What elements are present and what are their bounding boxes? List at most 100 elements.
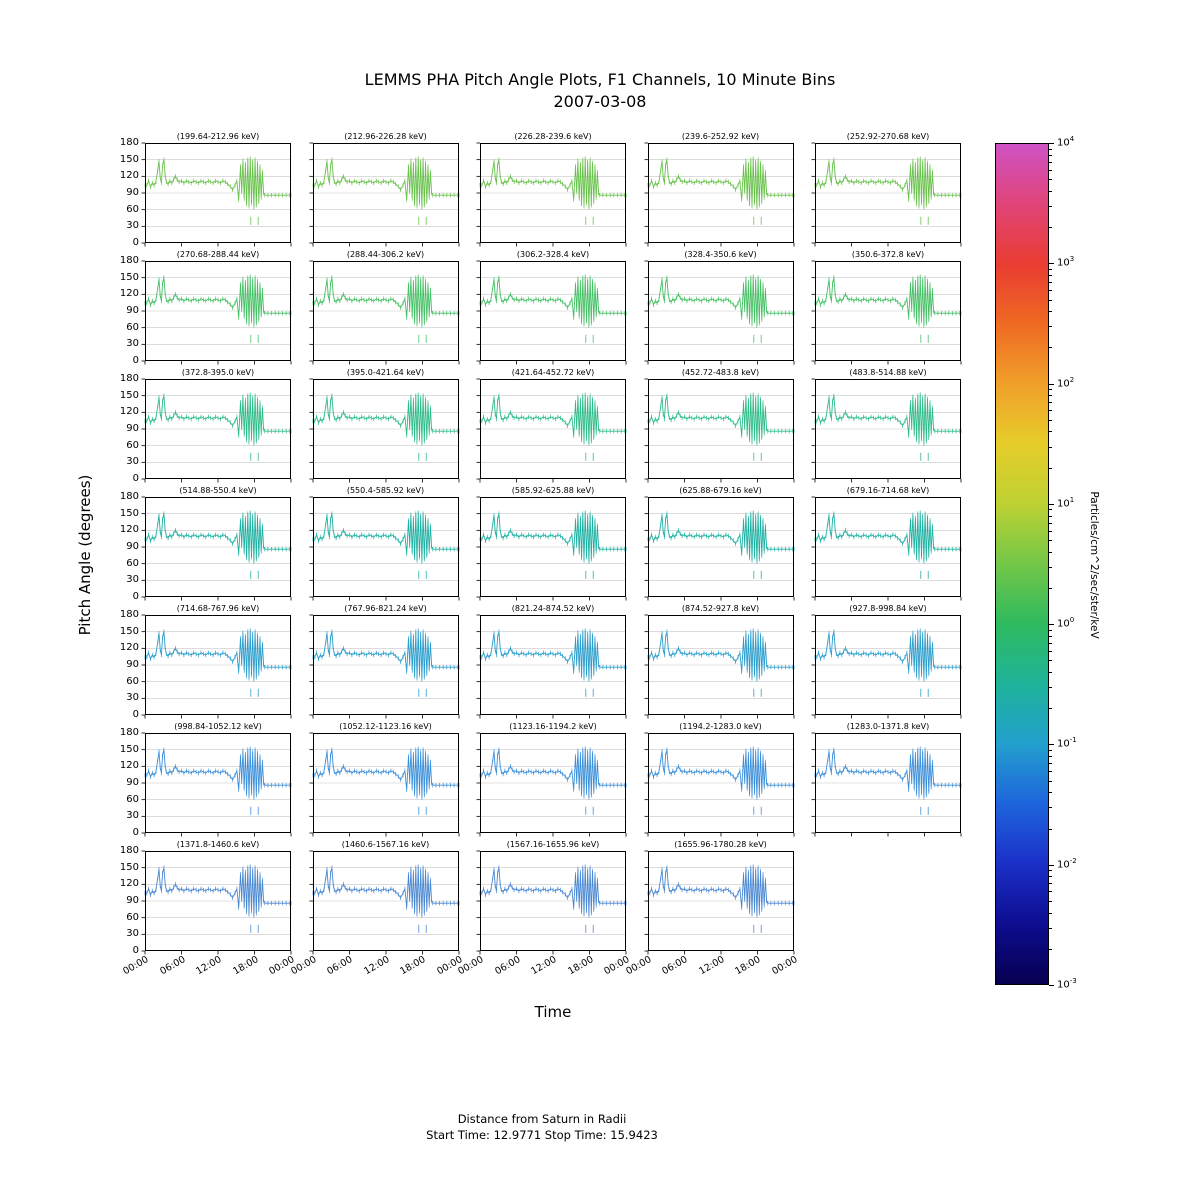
subplot-canvas (476, 850, 627, 955)
subplot-title: (998.84-1052.12 keV) (174, 722, 262, 731)
colorbar-tick (1049, 624, 1054, 626)
subplot-canvas (309, 496, 459, 601)
colorbar-minor-tick (1049, 780, 1052, 782)
colorbar-minor-tick (1049, 635, 1052, 637)
subplot-canvas (309, 614, 459, 719)
subplot: (452.72-483.8 keV) (644, 368, 794, 483)
colorbar-tick (1049, 383, 1054, 385)
subplot-title: (1460.6-1567.16 keV) (341, 840, 430, 849)
colorbar-minor-tick (1049, 515, 1052, 517)
colorbar-minor-tick (1049, 402, 1052, 404)
colorbar-minor-tick (1049, 509, 1052, 511)
colorbar-minor-tick (1049, 179, 1052, 181)
subplot-title: (306.2-328.4 keV) (516, 250, 590, 259)
subplot-title: (270.68-288.44 keV) (176, 250, 260, 259)
subplot: (927.8-998.84 keV) (811, 604, 962, 719)
subplot-canvas (309, 732, 459, 837)
y-tick-label: 150 (119, 861, 139, 873)
subplot: (1123.16-1194.2 keV) (476, 722, 627, 837)
subplot-canvas (811, 260, 962, 365)
y-tick-label: 180 (119, 255, 139, 266)
subplot-title: (767.96-821.24 keV) (344, 604, 427, 613)
colorbar-minor-tick (1049, 927, 1052, 929)
colorbar-minor-tick (1049, 395, 1052, 397)
subplot: (212.96-226.28 keV) (309, 132, 459, 247)
colorbar-minor-tick (1049, 161, 1052, 163)
colorbar-tick-label: 102 (1057, 375, 1075, 389)
subplot-canvas (811, 614, 962, 719)
subplot: (514.88-550.4 keV) 0 30 60 90 120 150 180 (120, 486, 292, 602)
colorbar-minor-tick (1049, 883, 1052, 885)
colorbar-minor-tick (1049, 749, 1052, 751)
subplot-canvas (811, 378, 962, 483)
y-tick-label: 90 (126, 895, 139, 906)
colorbar-minor-tick (1049, 190, 1052, 192)
colorbar-minor-tick (1049, 227, 1052, 229)
colorbar-minor-tick (1049, 530, 1052, 532)
colorbar-minor-tick (1049, 708, 1052, 710)
colorbar-tick (1049, 503, 1054, 505)
colorbar-tick (1049, 263, 1054, 265)
y-tick-label: 30 (126, 456, 139, 468)
subplot: (585.92-625.88 keV) (476, 486, 627, 601)
y-tick-label: 120 (119, 288, 139, 300)
y-tick-label: 0 (132, 709, 139, 720)
subplot: (767.96-821.24 keV) (309, 604, 459, 719)
colorbar-minor-tick (1049, 912, 1052, 914)
y-tick-label: 120 (119, 760, 139, 772)
subplot-title: (821.24-874.52 keV) (511, 604, 595, 613)
colorbar-minor-tick (1049, 792, 1052, 794)
subplot-canvas (476, 142, 627, 247)
y-tick-label: 120 (119, 642, 139, 654)
y-tick-label: 30 (126, 574, 139, 586)
subplot-title: (328.4-350.6 keV) (684, 250, 757, 259)
y-tick-label: 30 (126, 220, 139, 232)
subplot-title: (452.72-483.8 keV) (681, 368, 760, 377)
subplot-canvas (141, 614, 292, 719)
colorbar-minor-tick (1049, 687, 1052, 688)
y-tick-label: 90 (126, 777, 139, 788)
subplot: (483.8-514.88 keV) (811, 368, 962, 483)
y-tick-label: 30 (126, 692, 139, 704)
subplot-title: (1655.96-1780.28 keV) (674, 840, 767, 849)
y-tick-label: 0 (132, 827, 139, 838)
y-tick-label: 30 (126, 928, 139, 940)
subplot-canvas (141, 378, 292, 483)
subplot-canvas (309, 260, 459, 365)
y-tick-label: 60 (126, 439, 139, 451)
subplot-title: (212.96-226.28 keV) (344, 132, 427, 141)
subplot: (328.4-350.6 keV) (644, 250, 794, 365)
y-tick-label: 0 (132, 473, 139, 484)
y-tick-label: 150 (119, 153, 139, 165)
colorbar-minor-tick (1049, 389, 1052, 391)
subplot-canvas (644, 496, 794, 601)
subplot: (998.84-1052.12 keV) 0 30 60 90 120 150 180 (120, 722, 292, 838)
y-tick-label: 60 (126, 557, 139, 569)
colorbar-minor-tick (1049, 540, 1052, 542)
subplot: (252.92-270.68 keV) (811, 132, 962, 247)
colorbar-tick (1049, 985, 1054, 986)
colorbar-tick-label: 10-2 (1057, 856, 1077, 871)
subplot-title: (1194.2-1283.0 keV) (679, 722, 762, 731)
subplot-canvas (309, 378, 459, 483)
colorbar-minor-tick (1049, 807, 1052, 809)
colorbar-minor-tick (1049, 419, 1052, 421)
colorbar-tick-label: 100 (1057, 616, 1075, 630)
y-tick-label: 0 (132, 591, 139, 602)
y-tick-label: 180 (119, 491, 139, 502)
y-tick-label: 90 (126, 423, 139, 434)
colorbar-tick (1049, 744, 1054, 746)
subplot-title: (395.0-421.64 keV) (346, 368, 425, 377)
subplot-canvas (811, 142, 962, 247)
y-tick-label: 60 (126, 793, 139, 805)
colorbar-minor-tick (1049, 467, 1052, 469)
subplot-title: (514.88-550.4 keV) (179, 486, 257, 495)
chart-title: LEMMS PHA Pitch Angle Plots, F1 Channels… (364, 70, 836, 89)
y-tick-label: 90 (126, 659, 139, 670)
colorbar-minor-tick (1049, 154, 1052, 156)
subplot-canvas (644, 732, 794, 837)
subplot: (270.68-288.44 keV) 0 30 60 90 120 150 180 (120, 250, 292, 366)
y-tick-label: 180 (119, 137, 139, 148)
y-tick-label: 60 (126, 321, 139, 333)
colorbar-minor-tick (1049, 650, 1052, 652)
